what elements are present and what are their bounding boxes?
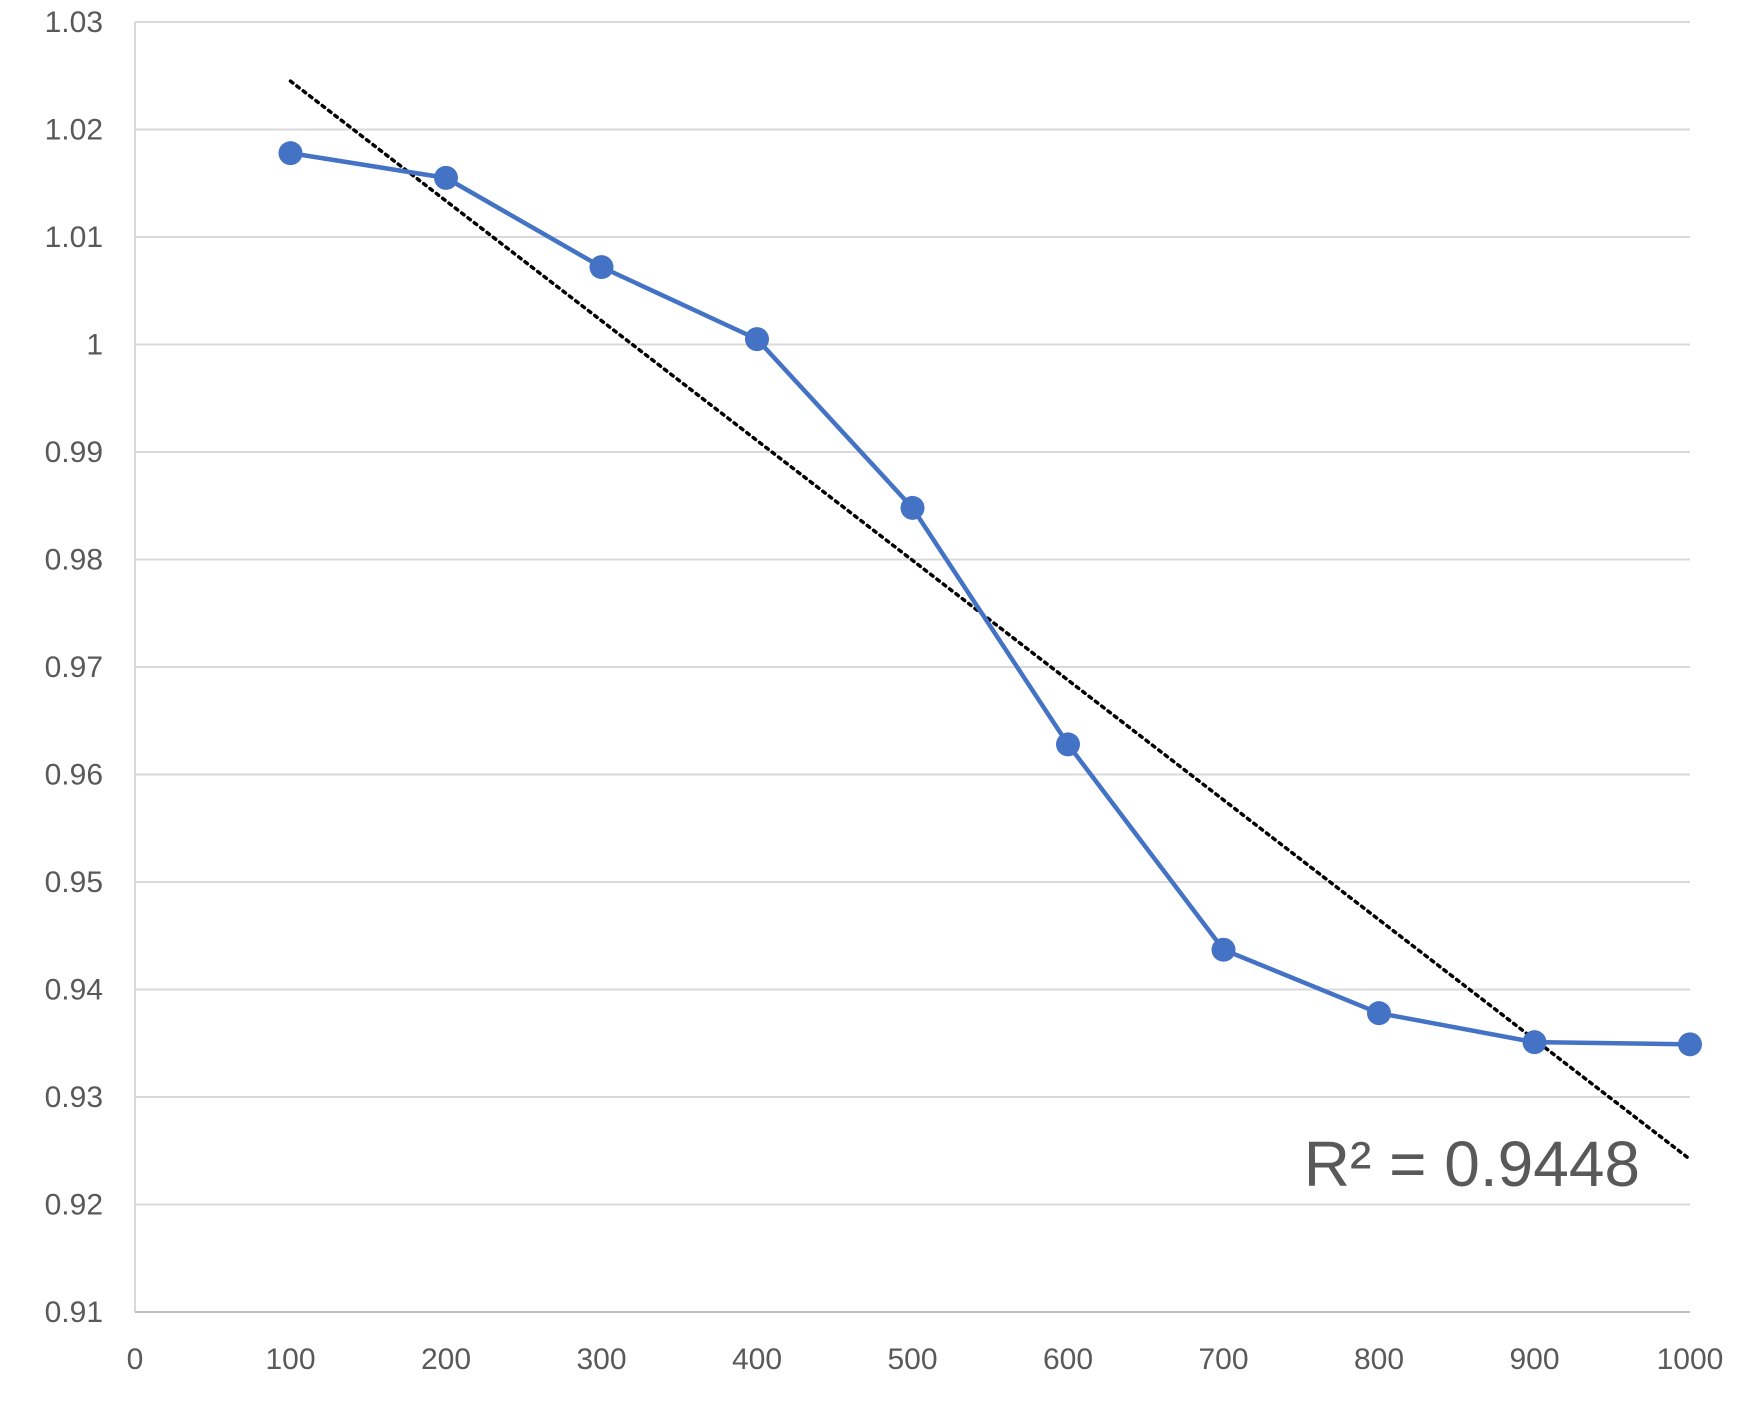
x-tick-label: 500 (887, 1343, 937, 1376)
y-tick-label: 0.95 (45, 866, 103, 899)
y-tick-label: 0.99 (45, 436, 103, 469)
x-tick-label: 1000 (1657, 1343, 1724, 1376)
y-tick-label: 0.97 (45, 651, 103, 684)
data-point (278, 141, 303, 166)
data-point (1678, 1032, 1702, 1057)
y-tick-label: 0.98 (45, 544, 103, 577)
x-tick-label: 600 (1043, 1343, 1093, 1376)
data-point (900, 495, 925, 520)
x-tick-label: 800 (1354, 1343, 1404, 1376)
y-tick-label: 0.94 (45, 974, 103, 1007)
x-tick-label: 200 (421, 1343, 471, 1376)
y-tick-label: 1.02 (45, 114, 103, 147)
trendline (288, 79, 1692, 1162)
data-point (1367, 1001, 1391, 1026)
y-tick-label: 0.96 (45, 759, 103, 792)
data-point (1211, 937, 1236, 962)
x-tick-label: 0 (127, 1343, 144, 1376)
series-group (278, 141, 1702, 1057)
x-tick-label: 300 (576, 1343, 626, 1376)
data-point (589, 255, 614, 280)
data-point (745, 327, 769, 352)
annotations: R² = 0.9448 (1304, 1128, 1640, 1200)
r-squared-label: R² = 0.9448 (1304, 1128, 1640, 1200)
y-tick-label: 1 (86, 329, 103, 362)
data-point (1056, 732, 1080, 757)
data-point (1522, 1030, 1547, 1055)
axes (134, 22, 1690, 1313)
y-tick-label: 1.03 (45, 6, 103, 39)
series-line (290, 150, 1691, 1047)
y-tick-label: 0.93 (45, 1081, 103, 1114)
y-tick-label: 0.92 (45, 1189, 103, 1222)
data-point (434, 165, 458, 190)
x-tick-label: 400 (732, 1343, 782, 1376)
x-tick-label: 100 (265, 1343, 315, 1376)
x-tick-label: 700 (1198, 1343, 1248, 1376)
trendline-group (288, 79, 1692, 1162)
tick-labels: 0.91 0.92 0.93 0.94 0.95 0.96 0.97 0.98 0.99 1 1.0… (45, 6, 1724, 1376)
y-tick-label: 0.91 (45, 1296, 103, 1329)
gridlines (135, 21, 1690, 1206)
x-tick-label: 900 (1509, 1343, 1559, 1376)
y-tick-label: 1.01 (45, 221, 103, 254)
